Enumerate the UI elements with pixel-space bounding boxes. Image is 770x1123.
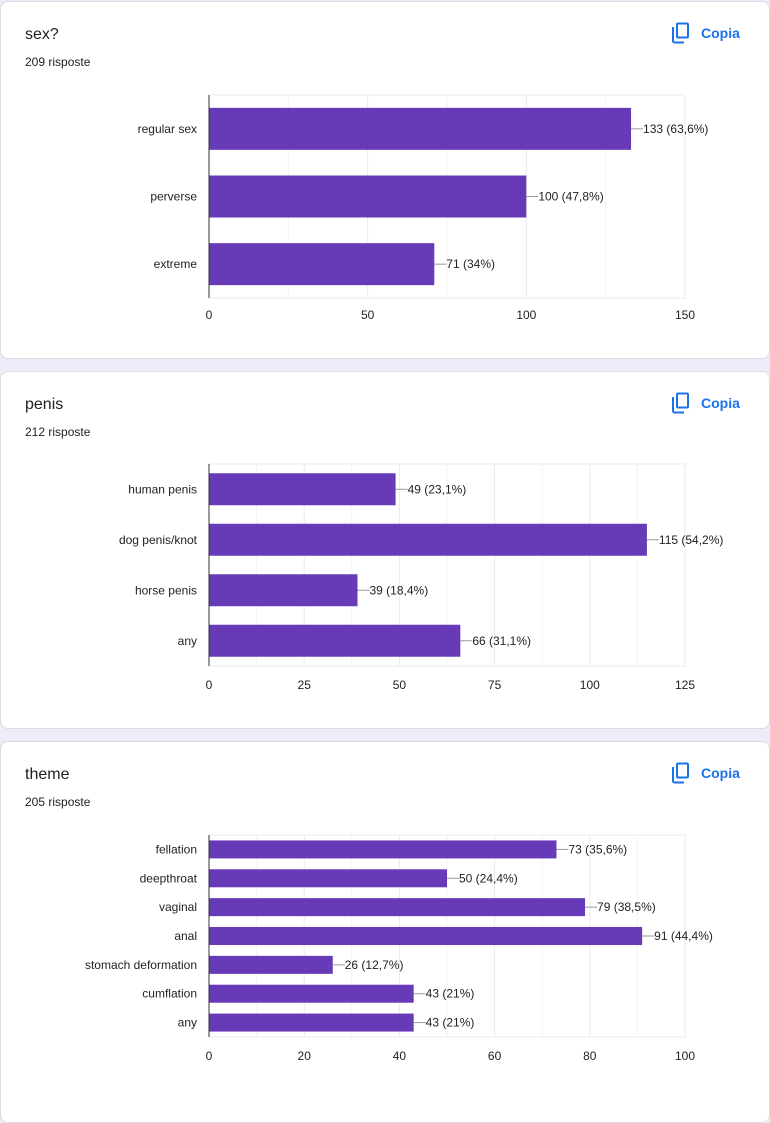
tick-label: 100 (580, 678, 600, 692)
tick-label: 60 (488, 1049, 502, 1063)
tick-label: 150 (675, 308, 695, 322)
copy-label: Copia (701, 25, 740, 41)
category-label: anal (174, 929, 197, 943)
copy-icon (671, 762, 691, 784)
data-label: 50 (24,4%) (459, 871, 518, 885)
data-label: 49 (23,1%) (408, 482, 467, 496)
question-card-penis: penis 212 risposte Copia 0 25 50 75 100 125 hu… (0, 371, 770, 729)
category-label: fellation (156, 842, 197, 856)
question-title: theme (25, 766, 70, 783)
category-label: horse penis (135, 583, 197, 597)
tick-label: 100 (516, 308, 536, 322)
category-label: extreme (154, 257, 198, 271)
copy-icon (671, 392, 691, 414)
bar-chart: 0 50 100 150 regular sex 133 (63,6%) perverse 1… (138, 94, 708, 322)
data-label: 71 (34%) (446, 257, 495, 271)
tick-label: 25 (298, 678, 312, 692)
data-label: 133 (63,6%) (643, 122, 708, 136)
data-label: 26 (12,7%) (345, 958, 404, 972)
tick-label: 50 (393, 678, 407, 692)
tick-label: 0 (206, 678, 213, 692)
data-label: 100 (47,8%) (538, 190, 603, 204)
copy-button[interactable]: Copia (671, 22, 740, 44)
bar (209, 840, 557, 859)
tick-label: 40 (393, 1049, 407, 1063)
bar (209, 955, 333, 974)
copy-label: Copia (701, 765, 740, 781)
data-label: 66 (31,1%) (472, 634, 531, 648)
category-label: dog penis/knot (119, 533, 198, 547)
data-label: 73 (35,6%) (568, 842, 627, 856)
category-label: any (178, 1016, 197, 1030)
tick-label: 75 (488, 678, 502, 692)
bar (209, 107, 632, 150)
tick-label: 50 (361, 308, 375, 322)
bar (209, 1013, 414, 1032)
copy-button[interactable]: Copia (671, 762, 740, 784)
tick-label: 125 (675, 678, 695, 692)
bar (209, 473, 396, 506)
category-label: human penis (128, 482, 197, 496)
copy-label: Copia (701, 395, 740, 411)
bar (209, 523, 647, 556)
response-count: 209 risposte (25, 55, 91, 69)
data-label: 39 (18,4%) (370, 583, 429, 597)
category-label: cumflation (142, 987, 197, 1001)
response-count: 205 risposte (25, 795, 91, 809)
category-label: perverse (150, 190, 197, 204)
bar (209, 984, 414, 1003)
category-label: any (178, 634, 197, 648)
tick-label: 80 (583, 1049, 597, 1063)
tick-label: 100 (675, 1049, 695, 1063)
bar (209, 243, 435, 286)
copy-button[interactable]: Copia (671, 392, 740, 414)
data-label: 43 (21%) (426, 1016, 475, 1030)
bar (209, 898, 586, 917)
category-label: vaginal (159, 900, 197, 914)
data-label: 43 (21%) (426, 987, 475, 1001)
response-count: 212 risposte (25, 425, 91, 439)
category-label: deepthroat (140, 871, 198, 885)
copy-icon (671, 22, 691, 44)
question-card-theme: theme 205 risposte Copia 0 20 40 60 80 100 fel… (0, 741, 770, 1123)
bar (209, 624, 461, 657)
tick-label: 20 (298, 1049, 312, 1063)
data-label: 91 (44,4%) (654, 929, 713, 943)
category-label: regular sex (138, 122, 197, 136)
bar-chart: 0 20 40 60 80 100 fellation 73 (35,6%) deepthroa… (85, 834, 713, 1063)
tick-label: 0 (206, 1049, 213, 1063)
question-card-sex: sex? 209 risposte Copia 0 50 100 150 regular… (0, 1, 770, 359)
question-title: penis (25, 396, 64, 413)
bar (209, 574, 358, 607)
bar (209, 927, 643, 945)
bar-chart: 0 25 50 75 100 125 human penis 49 (23,1%) dog pe… (119, 463, 723, 692)
tick-label: 0 (206, 308, 213, 322)
question-title: sex? (25, 26, 59, 43)
data-label: 115 (54,2%) (659, 533, 723, 547)
data-label: 79 (38,5%) (597, 900, 656, 914)
category-label: stomach deformation (85, 958, 197, 972)
bar (209, 175, 527, 218)
bar (209, 869, 447, 888)
